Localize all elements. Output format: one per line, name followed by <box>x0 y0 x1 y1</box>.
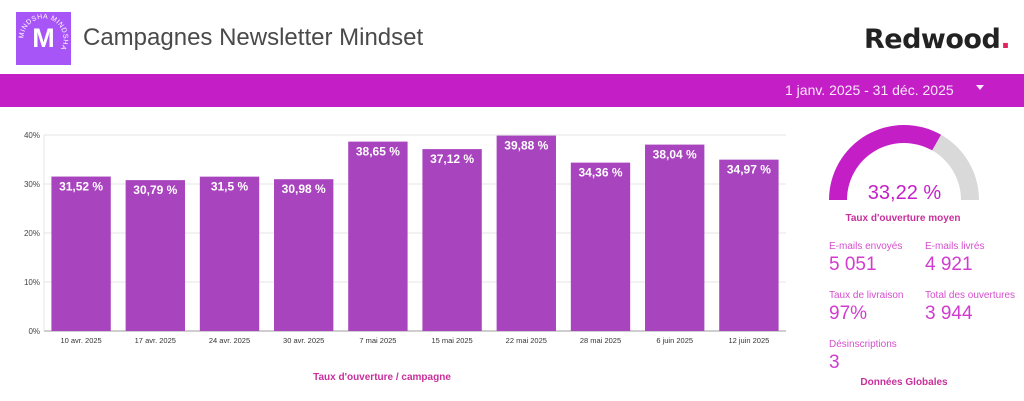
data-label: 31,5 % <box>211 180 249 194</box>
gauge-label: Taux d'ouverture moyen <box>845 213 961 224</box>
kpi-delivery-rate: Taux de livraison 97% <box>829 290 903 325</box>
data-label: 38,04 % <box>653 148 697 162</box>
bar <box>496 135 556 331</box>
logo-letter: M <box>32 23 55 53</box>
header: MINDSHA MINDSHA M Campagnes Newsletter M… <box>0 0 1024 74</box>
kpi-label: Total des ouvertures <box>925 290 1016 301</box>
x-tick-label: 10 avr. 2025 <box>60 336 101 345</box>
y-tick-label: 0% <box>28 327 40 336</box>
bar <box>51 176 111 331</box>
date-range-label: 1 janv. 2025 - 31 déc. 2025 <box>785 82 954 98</box>
data-label: 34,36 % <box>578 166 622 180</box>
gauge-track <box>932 134 979 200</box>
bar-chart: 0% 10% 20% 30% 40% 31,52 % 10 avr. 2025 30,79 %… <box>24 131 786 345</box>
page-title: Campagnes Newsletter Mindset <box>83 24 424 51</box>
x-tick-label: 12 juin 2025 <box>728 336 769 345</box>
kpi-emails-delivered: E-mails livrés 4 921 <box>925 241 984 276</box>
mindset-logo: MINDSHA MINDSHA M <box>16 12 71 65</box>
data-label: 37,12 % <box>430 152 474 166</box>
logo-ring-icon: MINDSHA MINDSHA <box>18 13 68 51</box>
brand-name: Redwood <box>864 24 1001 55</box>
data-label: 30,79 % <box>133 183 177 197</box>
brand-dot: . <box>1000 24 1011 55</box>
global-data-label: Données Globales <box>860 377 948 388</box>
bar <box>719 159 779 331</box>
bar <box>645 144 705 331</box>
bar <box>125 180 185 331</box>
x-tick-label: 15 mai 2025 <box>431 336 472 345</box>
kpi-value: 97% <box>829 303 868 324</box>
data-label: 34,97 % <box>727 163 771 177</box>
y-tick-label: 40% <box>24 131 40 140</box>
redwood-logo: Redwood. <box>864 24 1011 55</box>
kpi-value: 3 944 <box>925 303 973 324</box>
y-tick-label: 20% <box>24 229 40 238</box>
kpi-label: Taux de livraison <box>829 290 904 301</box>
chart-caption: Taux d'ouverture / campagne <box>313 372 451 383</box>
open-rate-gauge <box>829 125 979 200</box>
kpi-total-opens: Total des ouvertures 3 944 <box>925 290 1015 325</box>
bar <box>422 149 482 331</box>
bar <box>570 162 631 331</box>
kpi-label: E-mails livrés <box>925 241 985 252</box>
y-tick-label: 30% <box>24 180 40 189</box>
x-tick-label: 24 avr. 2025 <box>209 336 250 345</box>
gauge-fill <box>829 125 942 200</box>
x-tick-label: 6 juin 2025 <box>656 336 693 345</box>
kpi-emails-sent: E-mails envoyés 5 051 <box>829 241 902 276</box>
bar <box>274 179 334 331</box>
kpi-value: 5 051 <box>829 254 877 275</box>
chevron-down-icon[interactable] <box>976 85 984 90</box>
x-tick-label: 17 avr. 2025 <box>135 336 176 345</box>
kpi-value: 3 <box>829 352 840 373</box>
x-tick-label: 28 mai 2025 <box>580 336 621 345</box>
kpi-unsubscribes: Désinscriptions 3 <box>829 339 897 374</box>
data-label: 31,52 % <box>59 180 103 194</box>
kpi-label: E-mails envoyés <box>829 241 903 252</box>
bar <box>348 141 408 331</box>
filter-bar: 1 janv. 2025 - 31 déc. 2025 <box>0 74 1024 107</box>
gauge-value: 33,22 % <box>867 182 942 204</box>
y-tick-label: 10% <box>24 278 40 287</box>
x-tick-label: 30 avr. 2025 <box>283 336 324 345</box>
data-label: 39,88 % <box>504 139 548 153</box>
data-label: 30,98 % <box>282 182 326 196</box>
bar <box>199 176 260 331</box>
kpi-value: 4 921 <box>925 254 973 275</box>
kpi-label: Désinscriptions <box>829 339 897 350</box>
x-tick-label: 7 mai 2025 <box>359 336 396 345</box>
data-label: 38,65 % <box>356 145 400 159</box>
x-tick-label: 22 mai 2025 <box>506 336 547 345</box>
